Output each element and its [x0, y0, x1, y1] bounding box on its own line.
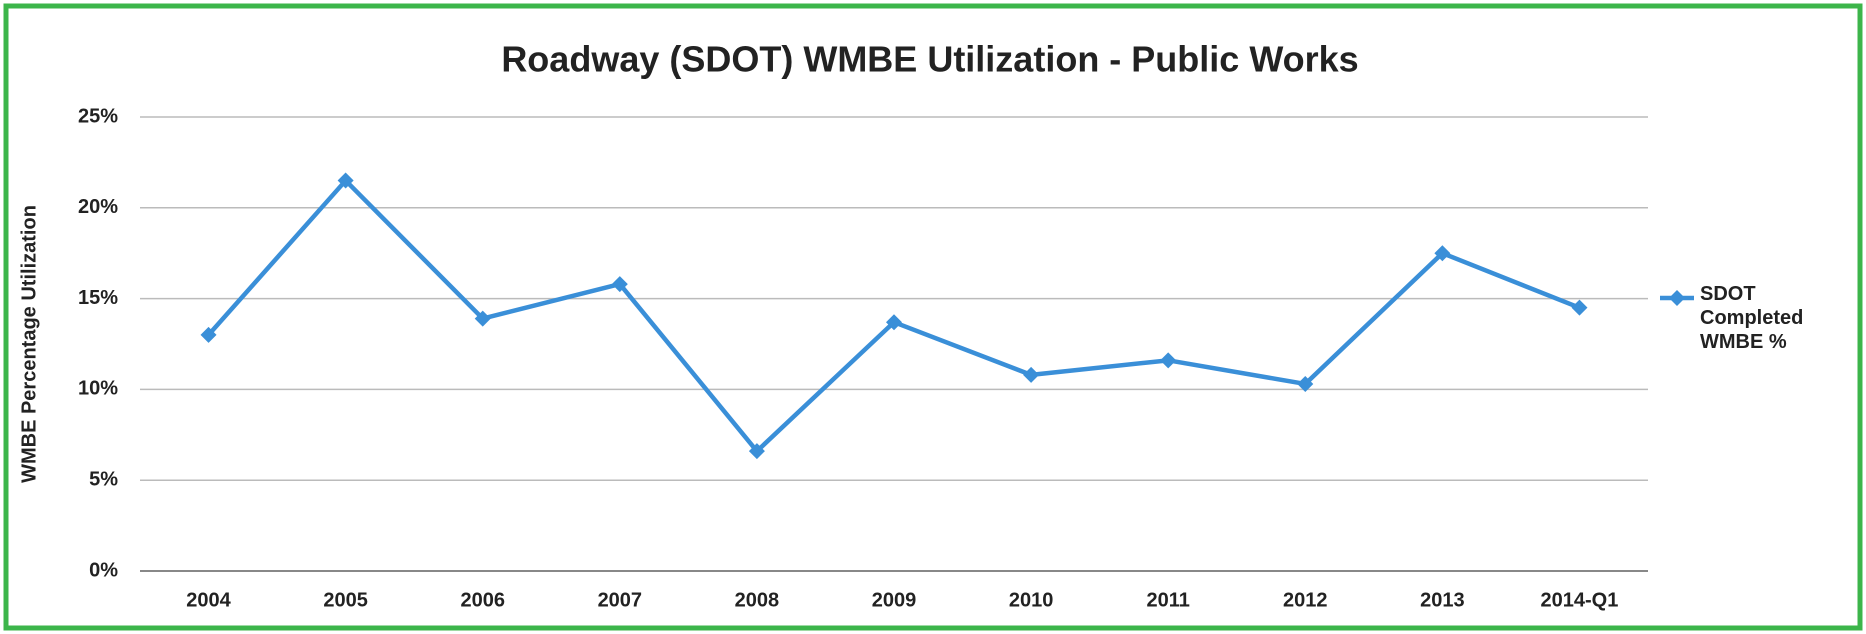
- data-point: [200, 326, 217, 343]
- x-tick-label: 2009: [872, 589, 917, 611]
- data-point: [748, 443, 765, 460]
- y-tick-label: 25%: [78, 105, 118, 127]
- y-tick-label: 5%: [89, 468, 118, 490]
- data-point: [1160, 352, 1177, 369]
- data-point: [886, 314, 902, 331]
- data-point: [337, 172, 354, 189]
- x-tick-label: 2011: [1146, 589, 1189, 611]
- y-axis-label: WMBE Percentage Utilization: [18, 205, 40, 483]
- data-point: [1571, 299, 1588, 316]
- data-point: [1434, 245, 1451, 262]
- data-point: [611, 276, 628, 293]
- x-tick-label: 2006: [460, 589, 505, 611]
- chart-title: Roadway (SDOT) WMBE Utilization - Public…: [501, 39, 1358, 80]
- x-tick-label: 2008: [735, 589, 780, 611]
- x-tick-label: 2005: [323, 589, 368, 611]
- x-tick-label: 2013: [1420, 589, 1465, 611]
- frame: [3, 3, 1863, 631]
- x-tick-label: 2014-Q1: [1541, 589, 1619, 611]
- data-point: [1297, 375, 1314, 392]
- x-tick-label: 2012: [1283, 589, 1328, 611]
- y-tick-label: 15%: [78, 287, 118, 309]
- data-point: [474, 310, 491, 327]
- x-tick-label: 2007: [598, 589, 643, 611]
- x-tick-label: 2010: [1009, 589, 1054, 611]
- y-tick-label: 0%: [89, 559, 118, 581]
- legend-marker: [1669, 290, 1685, 306]
- x-tick-label: 2004: [186, 589, 231, 611]
- y-tick-label: 20%: [78, 196, 118, 218]
- legend-label: SDOT Completed WMBE %: [1700, 283, 1804, 353]
- y-tick-label: 10%: [78, 378, 118, 400]
- data-point: [1023, 366, 1040, 383]
